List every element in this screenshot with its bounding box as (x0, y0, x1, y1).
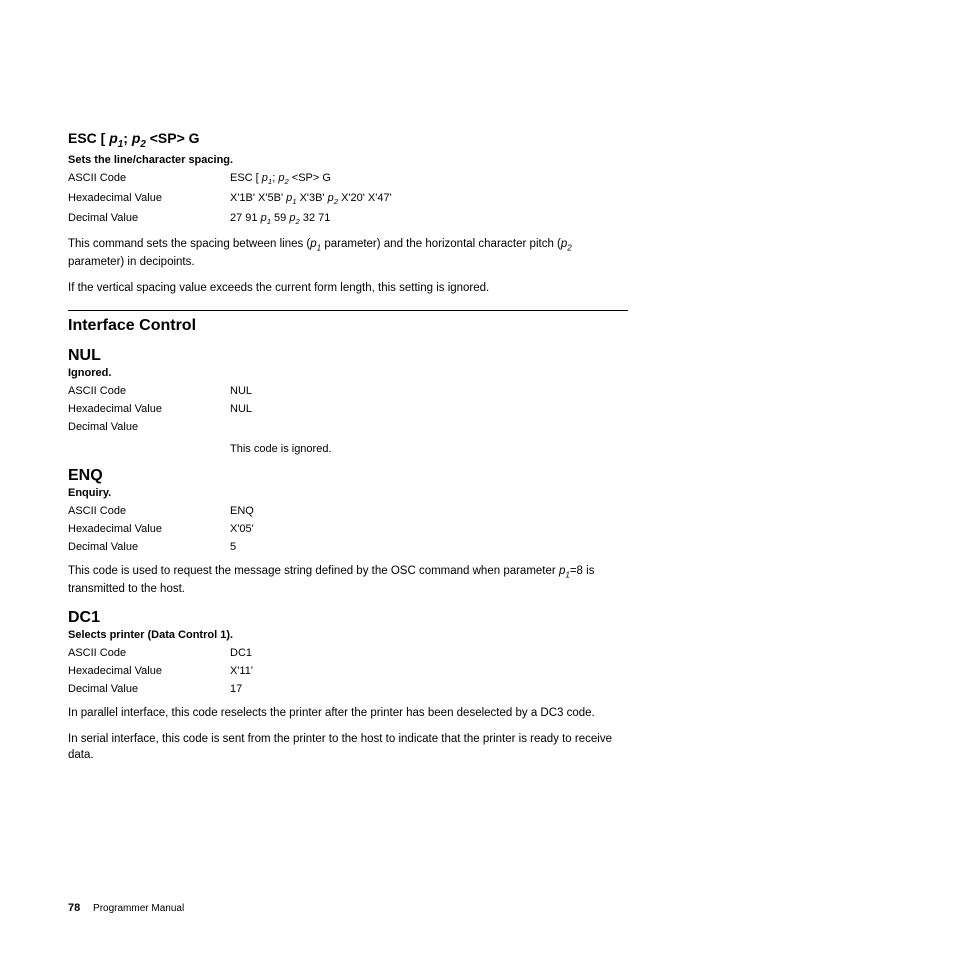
esc-hex-row: Hexadecimal Value X'1B' X'5B' p1 X'3B' p… (68, 192, 628, 206)
page-number: 78 (68, 902, 80, 914)
enq-dec-row: Decimal Value 5 (68, 541, 628, 553)
hex-value: X'05' (230, 523, 628, 535)
hex-value: X'1B' X'5B' p1 X'3B' p2 X'20' X'47' (230, 192, 628, 206)
esc-command-desc: Sets the line/character spacing. (68, 154, 628, 166)
ascii-value: DC1 (230, 647, 628, 659)
dec-value: 27 91 p1 59 p2 32 71 (230, 212, 628, 226)
dec-label: Decimal Value (68, 541, 230, 553)
ascii-value: ENQ (230, 505, 628, 517)
dec-label: Decimal Value (68, 683, 230, 695)
enq-name: ENQ (68, 467, 628, 485)
hex-label: Hexadecimal Value (68, 403, 230, 415)
esc-command-title: ESC [ p1; p2 <SP> G (68, 130, 628, 150)
ascii-label: ASCII Code (68, 647, 230, 659)
esc-ascii-row: ASCII Code ESC [ p1; p2 <SP> G (68, 172, 628, 186)
enq-para: This code is used to request the message… (68, 563, 628, 597)
nul-hex-row: Hexadecimal Value NUL (68, 403, 628, 415)
hex-label: Hexadecimal Value (68, 192, 230, 206)
ascii-value: NUL (230, 385, 628, 397)
section-divider: Interface Control (68, 310, 628, 335)
hex-value: NUL (230, 403, 628, 415)
title-sep: ; (123, 130, 132, 146)
nul-note: This code is ignored. (230, 443, 628, 455)
dec-value: 5 (230, 541, 628, 553)
section-title: Interface Control (68, 317, 628, 335)
hex-label: Hexadecimal Value (68, 523, 230, 535)
dc1-hex-row: Hexadecimal Value X'11' (68, 665, 628, 677)
esc-dec-row: Decimal Value 27 91 p1 59 p2 32 71 (68, 212, 628, 226)
enq-desc: Enquiry. (68, 487, 628, 499)
nul-desc: Ignored. (68, 367, 628, 379)
title-prefix: ESC [ (68, 130, 109, 146)
ascii-label: ASCII Code (68, 172, 230, 186)
title-p1: p (109, 130, 118, 146)
nul-ascii-row: ASCII Code NUL (68, 385, 628, 397)
ascii-value: ESC [ p1; p2 <SP> G (230, 172, 628, 186)
dec-label: Decimal Value (68, 212, 230, 226)
hex-label: Hexadecimal Value (68, 665, 230, 677)
esc-para1: This command sets the spacing between li… (68, 236, 628, 270)
dec-value: 17 (230, 683, 628, 695)
nul-dec-row: Decimal Value (68, 421, 628, 433)
ascii-label: ASCII Code (68, 505, 230, 517)
dec-value (230, 421, 628, 433)
dc1-name: DC1 (68, 609, 628, 627)
enq-hex-row: Hexadecimal Value X'05' (68, 523, 628, 535)
dc1-para1: In parallel interface, this code reselec… (68, 705, 628, 721)
dc1-ascii-row: ASCII Code DC1 (68, 647, 628, 659)
ascii-label: ASCII Code (68, 385, 230, 397)
page-content: ESC [ p1; p2 <SP> G Sets the line/charac… (0, 0, 696, 763)
hex-value: X'11' (230, 665, 628, 677)
dc1-para2: In serial interface, this code is sent f… (68, 731, 628, 763)
dc1-dec-row: Decimal Value 17 (68, 683, 628, 695)
enq-ascii-row: ASCII Code ENQ (68, 505, 628, 517)
dec-label: Decimal Value (68, 421, 230, 433)
esc-para2: If the vertical spacing value exceeds th… (68, 280, 628, 296)
footer-title: Programmer Manual (93, 903, 184, 914)
title-suffix: <SP> G (146, 130, 200, 146)
page-footer: 78 Programmer Manual (68, 902, 184, 914)
nul-name: NUL (68, 347, 628, 365)
dc1-desc: Selects printer (Data Control 1). (68, 629, 628, 641)
